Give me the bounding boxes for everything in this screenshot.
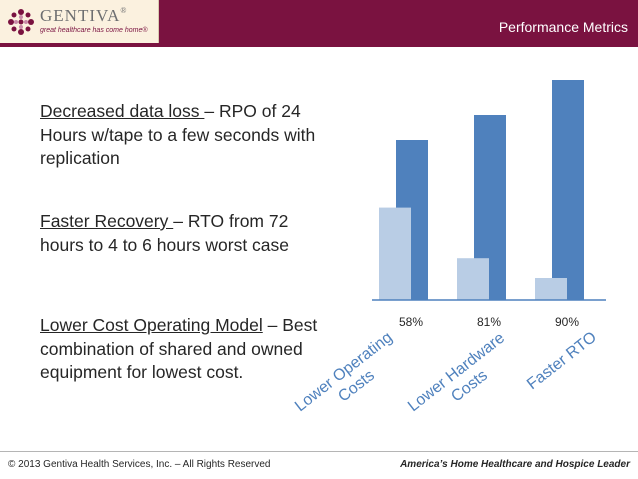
- bar-after: [457, 258, 489, 300]
- bullet-text: – RTO from 72 hours to 4 to 6 hours wors…: [40, 211, 290, 255]
- category-label: Faster RTO: [524, 329, 600, 393]
- data-label: 58%: [399, 315, 423, 329]
- slide-title: Performance Metrics: [498, 19, 628, 35]
- logo-tagline: great healthcare has come home®: [40, 27, 148, 34]
- logo-flower-icon: [6, 7, 36, 37]
- bar-after: [379, 207, 411, 300]
- bullet-heading: Faster Recovery: [40, 211, 174, 231]
- data-label: 90%: [555, 315, 579, 329]
- logo: GENTIVA® great healthcare has come home®: [0, 0, 159, 43]
- logo-name: GENTIVA®: [40, 6, 128, 25]
- header-bar: GENTIVA® great healthcare has come home®…: [0, 0, 638, 47]
- category-label-line: Faster RTO: [524, 329, 600, 393]
- bullet-heading: Lower Cost Operating Model: [40, 315, 263, 335]
- bullet-text: – Best combination of shared and owned e…: [40, 315, 318, 383]
- bar-before: [552, 80, 584, 300]
- copyright-text: © 2013 Gentiva Health Services, Inc. – A…: [8, 459, 271, 470]
- footer-slogan: America’s Home Healthcare and Hospice Le…: [400, 459, 630, 470]
- data-label: 81%: [477, 315, 501, 329]
- bullet-cost-model: Lower Cost Operating Model – Best combin…: [40, 314, 330, 385]
- bullet-recovery: Faster Recovery – RTO from 72 hours to 4…: [40, 210, 330, 257]
- bullet-data-loss: Decreased data loss – RPO of 24 Hours w/…: [40, 100, 330, 171]
- bar-after: [535, 278, 567, 300]
- bullet-heading: Decreased data loss: [40, 101, 205, 121]
- footer-divider: [0, 451, 638, 452]
- bullet-text: – RPO of 24 Hours w/tape to a few second…: [40, 101, 316, 169]
